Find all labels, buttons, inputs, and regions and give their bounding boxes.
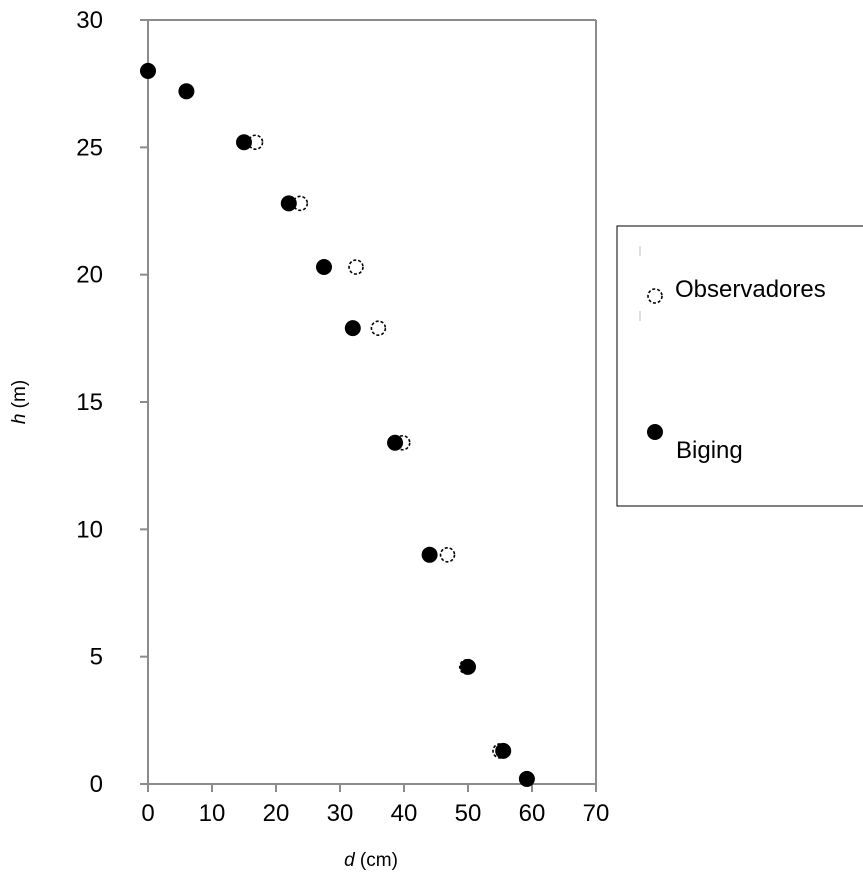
x-axis-title: d (cm) [344,850,398,871]
y-tick-label: 25 [76,134,103,161]
legend-label-biging: Biging [676,437,743,464]
x-axis-unit: (cm) [355,850,398,871]
data-point [421,546,438,563]
x-tick-label: 0 [141,800,154,827]
x-tick-label: 10 [199,800,226,827]
x-tick-label: 40 [391,800,418,827]
series-layer [140,62,535,787]
y-tick-label: 5 [90,644,103,671]
data-point [344,320,361,337]
data-point [460,658,476,675]
series-observadores [140,63,535,787]
series-biging [140,62,535,787]
data-point [370,320,387,336]
data-point [140,62,156,79]
y-tick-label: 30 [76,7,103,34]
legend: Observadores Biging [616,225,863,507]
y-tick-label: 0 [90,771,103,798]
x-tick-label: 30 [327,800,354,827]
y-axis-title: h (m) [9,380,30,424]
x-axis-variable: d [344,850,356,871]
data-point [439,546,456,563]
legend-box [616,225,863,507]
x-axis: 0 10 20 30 40 50 60 70 [141,784,609,827]
y-axis: 0 5 10 15 20 25 30 [76,7,148,798]
data-point [348,259,364,275]
data-point [280,195,297,212]
y-tick-label: 20 [76,262,103,289]
x-tick-label: 70 [583,800,610,827]
data-point [387,434,404,451]
legend-label-observadores: Observadores [675,276,826,303]
plot-area [147,19,597,785]
x-tick-label: 50 [455,800,482,827]
data-point [495,742,512,759]
y-tick-label: 10 [76,516,103,543]
y-axis-variable: h [9,414,30,425]
x-tick-label: 20 [263,800,290,827]
legend-marker-biging [647,424,663,440]
y-axis-unit: (m) [9,380,30,414]
data-point [236,134,252,151]
x-tick-label: 60 [519,800,546,827]
data-point [178,83,195,100]
data-point [316,259,332,276]
legend-marker-observadores [647,288,663,304]
data-point [518,770,535,787]
y-tick-label: 15 [76,389,103,416]
